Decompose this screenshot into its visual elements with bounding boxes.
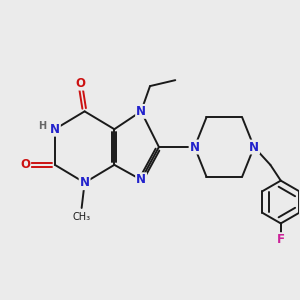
- Text: O: O: [75, 76, 85, 90]
- Text: CH₃: CH₃: [73, 212, 91, 222]
- Text: N: N: [50, 123, 60, 136]
- Text: N: N: [80, 176, 90, 189]
- Text: O: O: [20, 158, 30, 171]
- Text: N: N: [190, 140, 200, 154]
- Text: N: N: [249, 140, 259, 154]
- Text: N: N: [136, 173, 146, 186]
- Text: H: H: [38, 121, 46, 130]
- Text: F: F: [277, 233, 285, 246]
- Text: N: N: [136, 105, 146, 118]
